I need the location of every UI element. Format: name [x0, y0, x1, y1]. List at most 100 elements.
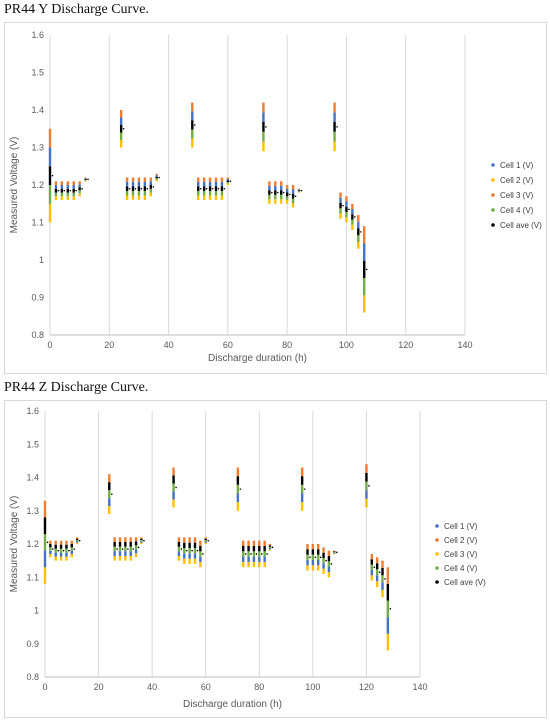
data-point-segment — [247, 540, 250, 546]
data-point-segment — [113, 546, 116, 552]
data-column — [59, 540, 65, 561]
data-column — [252, 540, 258, 568]
data-point-segment — [381, 575, 384, 583]
data-column — [134, 537, 140, 558]
data-point-segment — [333, 553, 336, 555]
data-column — [137, 177, 143, 200]
data-point-segment — [327, 550, 331, 556]
cell-ave-point — [140, 187, 143, 190]
data-point-segment — [268, 546, 272, 548]
x-tick-label: 40 — [164, 340, 174, 350]
data-point-segment — [49, 550, 52, 554]
data-point-segment — [208, 191, 212, 196]
x-tick-label: 80 — [282, 340, 292, 350]
data-point-segment — [177, 551, 181, 556]
data-point-segment — [131, 182, 135, 187]
data-column — [75, 537, 81, 544]
data-point-segment — [386, 583, 390, 601]
data-point-segment — [70, 547, 73, 551]
data-column — [66, 181, 72, 200]
data-point-segment — [137, 182, 141, 187]
data-point-segment — [43, 517, 47, 535]
data-point-segment — [370, 553, 373, 560]
data-point-segment — [291, 203, 295, 208]
data-point-segment — [199, 561, 202, 568]
data-point-segment — [188, 547, 191, 554]
data-point-segment — [134, 537, 138, 542]
data-point-segment — [317, 554, 320, 560]
data-point-segment — [375, 557, 379, 564]
data-point-segment — [75, 542, 79, 544]
data-point-segment — [306, 559, 309, 566]
data-point-segment — [197, 186, 200, 191]
legend-marker — [435, 524, 439, 528]
legend-marker — [435, 566, 439, 570]
data-point-segment — [327, 571, 331, 578]
legend-label: Cell 4 (V) — [500, 206, 534, 215]
data-point-segment — [66, 181, 69, 185]
data-point-segment — [263, 561, 266, 568]
data-point-segment — [297, 189, 301, 191]
data-point-segment — [75, 537, 79, 539]
cell-ave-point — [121, 548, 124, 550]
legend-label: Cell 1 (V) — [444, 522, 478, 531]
data-point-segment — [242, 556, 245, 562]
data-point-segment — [291, 198, 295, 203]
data-point-segment — [297, 191, 301, 192]
data-point-segment — [143, 191, 147, 196]
data-point-segment — [226, 182, 230, 184]
data-point-segment — [258, 551, 261, 557]
data-point-segment — [177, 546, 181, 552]
data-column — [333, 102, 338, 152]
data-point-segment — [129, 537, 132, 543]
data-point-segment — [226, 179, 230, 181]
data-point-segment — [375, 563, 379, 570]
y-tick-label: 0.9 — [31, 293, 44, 303]
data-point-segment — [268, 547, 272, 550]
data-point-segment — [317, 559, 320, 566]
data-point-segment — [285, 188, 289, 193]
data-point-segment — [177, 542, 181, 547]
data-point-segment — [113, 537, 116, 543]
data-point-segment — [78, 184, 81, 188]
data-point-segment — [381, 589, 384, 598]
data-point-segment — [188, 537, 191, 543]
data-point-segment — [236, 493, 240, 503]
data-point-segment — [214, 186, 218, 191]
cell-ave-point — [46, 541, 49, 544]
y-tick-label: 1.5 — [31, 68, 44, 78]
data-column — [268, 544, 274, 551]
cell-ave-point — [250, 553, 252, 555]
data-point-segment — [386, 567, 390, 584]
data-point-segment — [108, 498, 111, 507]
x-tick-label: 0 — [47, 340, 52, 350]
data-point-segment — [54, 548, 57, 553]
cell-ave-point — [69, 189, 72, 192]
data-point-segment — [134, 541, 138, 546]
data-point-segment — [339, 197, 342, 203]
legend-marker — [491, 208, 495, 212]
data-point-segment — [363, 243, 366, 261]
data-point-segment — [78, 193, 81, 197]
cell-ave-point — [244, 553, 247, 555]
cell-ave-point — [57, 189, 60, 192]
data-point-segment — [322, 552, 325, 558]
data-column — [345, 196, 350, 223]
data-point-segment — [333, 131, 336, 142]
data-point-segment — [345, 212, 348, 218]
data-point-segment — [65, 548, 68, 553]
x-tick-label: 80 — [254, 682, 264, 692]
data-point-segment — [386, 617, 390, 634]
data-point-segment — [65, 544, 68, 549]
data-column — [54, 540, 60, 561]
data-point-segment — [363, 278, 366, 296]
data-point-segment — [125, 195, 129, 200]
cell-ave-point — [146, 187, 149, 190]
cell-ave-point — [196, 549, 199, 552]
legend-marker — [491, 193, 495, 197]
data-point-segment — [333, 550, 336, 552]
y-axis-title: Measured Voltage (V) — [9, 137, 20, 234]
data-point-segment — [191, 129, 194, 139]
y-tick-label: 1.1 — [26, 572, 39, 582]
data-point-segment — [285, 196, 289, 200]
